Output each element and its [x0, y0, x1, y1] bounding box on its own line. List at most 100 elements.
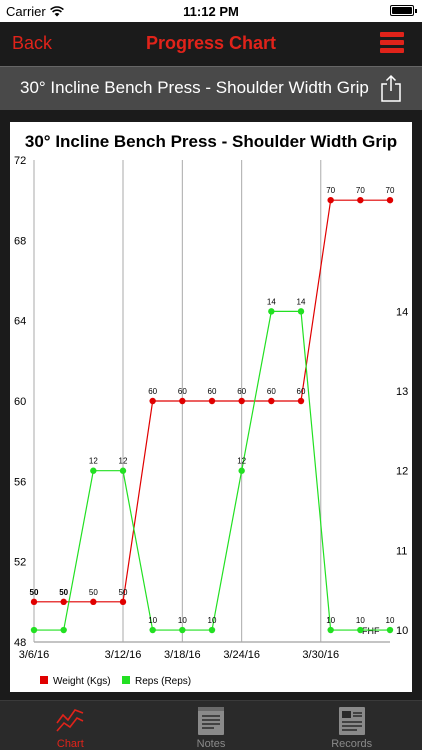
data-point	[119, 467, 127, 474]
data-point	[30, 626, 38, 634]
x-tick-label: 3/6/16	[19, 649, 50, 661]
data-label: 70	[386, 186, 395, 195]
share-icon[interactable]	[380, 74, 402, 102]
data-point	[60, 598, 67, 606]
y-right-tick-label: 10	[396, 625, 408, 637]
wifi-icon	[49, 6, 64, 17]
chart-title: 30° Incline Bench Press - Shoulder Width…	[25, 132, 397, 151]
data-point	[327, 626, 334, 634]
data-label: 14	[267, 297, 276, 306]
carrier-label: Carrier	[6, 4, 46, 19]
chart-icon	[56, 709, 84, 732]
data-point	[149, 397, 156, 405]
legend-label: Reps (Reps)	[135, 676, 191, 687]
chart-canvas: 30° Incline Bench Press - Shoulder Width…	[14, 132, 408, 687]
data-point	[149, 626, 156, 634]
legend-label: Weight (Kgs)	[53, 676, 111, 687]
y-left-tick-label: 72	[14, 155, 26, 167]
data-label: 12	[89, 457, 98, 466]
y-left-tick-label: 48	[14, 637, 26, 649]
battery-icon	[390, 5, 417, 16]
data-point	[238, 467, 245, 474]
data-point	[297, 397, 305, 405]
y-right-tick-label: 14	[396, 306, 408, 318]
tab-records-label: Records	[331, 738, 373, 750]
y-left-tick-label: 52	[14, 557, 26, 569]
series-line-reps	[34, 310, 390, 631]
status-bar: Carrier 11:12 PM	[0, 0, 422, 22]
data-point	[238, 397, 245, 405]
data-label: 10	[208, 616, 217, 625]
data-label: 60	[297, 387, 306, 396]
data-point	[30, 598, 38, 606]
data-label: 12	[119, 457, 128, 466]
data-label: 10	[148, 616, 157, 625]
page-title: Progress Chart	[145, 33, 277, 53]
data-label: 50	[30, 588, 39, 597]
data-point	[90, 467, 97, 474]
data-point	[119, 598, 127, 606]
data-label: 60	[208, 387, 217, 396]
x-tick-label: 3/12/16	[105, 649, 142, 661]
data-point	[297, 308, 305, 315]
tab-records[interactable]: Records	[281, 701, 422, 750]
data-point	[208, 397, 216, 405]
data-label: 10	[326, 616, 335, 625]
navigation-bar: Back Progress Chart	[0, 22, 422, 66]
exercise-name: 30° Incline Bench Press - Shoulder Width…	[20, 78, 369, 97]
data-point	[208, 626, 216, 634]
data-label: 60	[178, 387, 187, 396]
data-point	[179, 397, 186, 405]
x-tick-label: 3/24/16	[223, 649, 260, 661]
y-left-tick-label: 64	[14, 316, 26, 328]
menu-icon[interactable]	[380, 32, 404, 54]
data-point	[90, 598, 97, 606]
exercise-header: 30° Incline Bench Press - Shoulder Width…	[0, 66, 422, 110]
data-label: 10	[178, 616, 187, 625]
data-point	[60, 626, 67, 634]
y-right-tick-label: 13	[396, 386, 408, 398]
data-label: 50	[59, 588, 68, 597]
chart-annotation: FHF	[362, 626, 380, 636]
records-icon	[338, 707, 365, 735]
data-point	[357, 626, 364, 634]
data-label: 12	[237, 457, 246, 466]
tab-notes[interactable]: Notes	[141, 701, 282, 750]
data-label: 60	[148, 387, 157, 396]
data-label: 70	[356, 186, 365, 195]
back-button[interactable]: Back	[12, 33, 53, 53]
tab-notes-label: Notes	[196, 738, 226, 750]
carrier-info: Carrier	[6, 4, 64, 19]
chart-legend: Weight (Kgs) Reps (Reps)	[40, 676, 191, 687]
y-left-tick-label: 60	[14, 396, 26, 408]
data-point	[357, 196, 364, 204]
data-label: 10	[386, 616, 395, 625]
data-label: 60	[267, 387, 276, 396]
status-time: 11:12 PM	[183, 4, 239, 19]
legend-swatch	[40, 676, 48, 684]
data-point	[327, 196, 334, 204]
y-left-tick-label: 68	[14, 235, 26, 247]
y-left-tick-label: 56	[14, 476, 26, 488]
notes-icon	[198, 707, 224, 735]
y-right-tick-label: 12	[396, 466, 408, 478]
data-label: 50	[119, 588, 128, 597]
x-tick-label: 3/18/16	[164, 649, 201, 661]
tab-chart[interactable]: Chart	[0, 701, 141, 750]
data-label: 14	[297, 297, 306, 306]
data-point	[179, 626, 186, 634]
data-point	[386, 626, 394, 634]
data-label: 60	[237, 387, 246, 396]
y-right-tick-label: 11	[396, 545, 407, 557]
tab-chart-label: Chart	[56, 738, 84, 750]
data-label: 70	[326, 186, 335, 195]
data-point	[268, 308, 275, 315]
data-point	[268, 397, 275, 405]
legend-swatch	[122, 676, 130, 684]
tab-bar: Chart Notes Records	[0, 700, 422, 750]
data-label: 10	[356, 616, 365, 625]
progress-chart: 30° Incline Bench Press - Shoulder Width…	[10, 122, 412, 692]
data-label: 50	[89, 588, 98, 597]
data-point	[386, 196, 394, 204]
x-tick-label: 3/30/16	[302, 649, 339, 661]
